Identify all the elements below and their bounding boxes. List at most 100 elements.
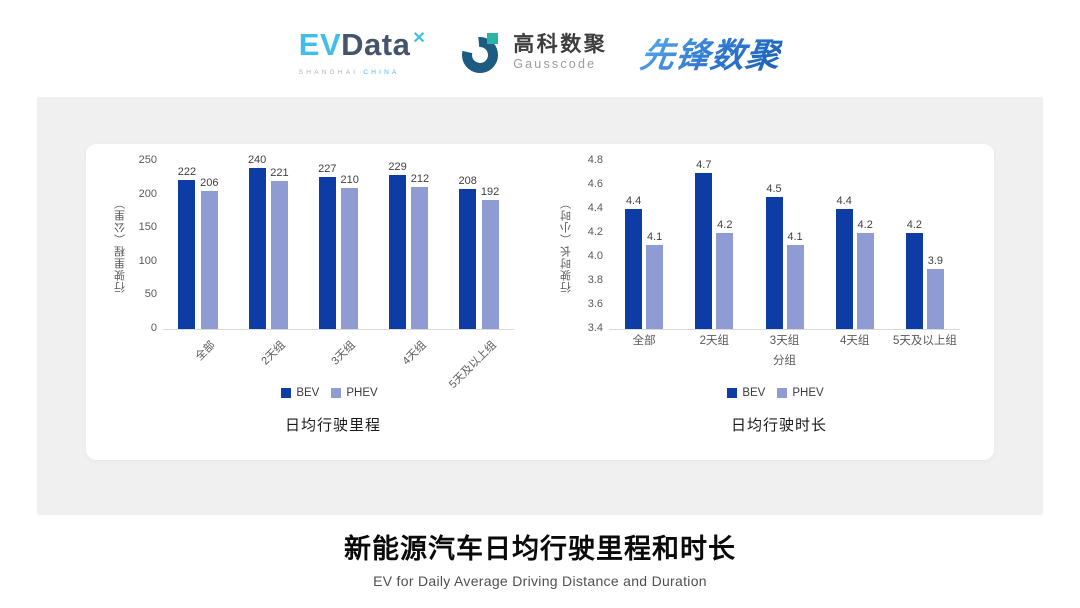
x-tick: 3天组: [329, 339, 359, 368]
evdata-x-icon: ✕: [412, 30, 427, 47]
value-label: 222: [177, 165, 197, 178]
duration-chart-title: 日均行驶时长: [730, 417, 827, 434]
value-label: 227: [318, 162, 337, 175]
xianfeng-wordmark: 先锋数聚: [638, 28, 785, 77]
bar-wrap: 212: [410, 172, 430, 329]
bar-wrap: 4.2: [905, 219, 923, 329]
bar-phev: [926, 269, 944, 329]
page-subtitle: EV for Daily Average Driving Distance an…: [373, 573, 707, 589]
gausscode-cn: 高科数聚: [513, 32, 608, 56]
x-tick: 4天组: [840, 335, 870, 347]
bar-bev: [625, 209, 643, 329]
value-label: 208: [458, 175, 477, 188]
bar-wrap: 4.4: [835, 195, 853, 329]
bar-group: 222 206: [163, 161, 233, 329]
value-label: 4.2: [857, 219, 873, 231]
bar-bev: [178, 179, 196, 329]
bar-bev: [695, 173, 713, 329]
y-tick: 4.6: [587, 178, 603, 190]
bar-group: 4.4 4.1: [609, 161, 679, 329]
phev-legend-label: PHEV: [346, 387, 378, 399]
y-tick: 250: [138, 154, 157, 166]
bar-bev: [248, 167, 266, 329]
value-label: 210: [340, 173, 359, 186]
bar-wrap: 4.2: [716, 219, 734, 329]
bev-legend-swatch: [281, 388, 292, 398]
duration-x-axis-title: 分组: [773, 355, 796, 367]
y-tick: 4.0: [587, 250, 603, 262]
duration-plot-area: 4.4 4.1 4.7 4.2 4.5 4.1 4.4 4.2 4.2 3.9: [609, 159, 960, 330]
bar-wrap: 222: [178, 166, 196, 329]
footer: 新能源汽车日均行驶里程和时长 EV for Daily Average Driv…: [0, 527, 1080, 589]
value-label: 4.7: [696, 159, 712, 171]
x-tick: 5天及以上组: [892, 335, 957, 347]
duration-y-axis-label: 行驶时长（小时）: [560, 197, 573, 293]
bar-wrap: 221: [270, 166, 289, 329]
bar-wrap: 240: [248, 154, 266, 329]
duration-legend: BEV PHEV: [558, 387, 960, 399]
bar-group: 4.5 4.1: [749, 161, 819, 329]
bar-wrap: 208: [459, 175, 477, 329]
bar-phev: [481, 200, 499, 329]
header: EVData ✕ SHANGHAI CHINA 高科数聚 Gausscode 先锋…: [0, 14, 1080, 90]
value-label: 229: [388, 161, 407, 174]
y-tick: 100: [138, 254, 157, 267]
y-tick: 150: [138, 221, 157, 234]
x-tick: 5天及以上组: [446, 339, 499, 391]
duration-x-axis-ticks: 全部 2天组 3天组 4天组 5天及以上组: [558, 330, 960, 352]
chart-card: 行驶里程（公里） 0 50 100 150 200 250 222 206 240 221 227…: [86, 144, 994, 460]
value-label: 212: [410, 172, 430, 185]
distance-plot-area: 222 206 240 221 227 210 229 212 208 192: [163, 154, 514, 330]
bar-wrap: 206: [200, 177, 218, 329]
evdata-subtext: SHANGHAI CHINA: [299, 69, 400, 76]
bar-group: 4.4 4.2: [820, 161, 890, 329]
value-label: 4.4: [625, 195, 642, 207]
gausscode-g-icon: [462, 33, 499, 73]
distance-x-axis-ticks: 全部 2天组 3天组 4天组 5天及以上组: [112, 330, 514, 391]
bar-group: 4.7 4.2: [679, 159, 749, 329]
value-label: 3.9: [927, 255, 944, 267]
bar-group: 227 210: [303, 161, 373, 329]
bar-phev: [411, 186, 429, 329]
bar-phev: [341, 187, 359, 329]
y-tick: 200: [138, 187, 157, 200]
x-tick: 全部: [632, 335, 656, 347]
y-tick: 50: [144, 288, 157, 301]
bar-phev: [856, 233, 874, 329]
x-tick: 全部: [193, 339, 218, 364]
bar-wrap: 4.1: [786, 231, 804, 329]
duration-chart: 行驶时长（小时） 3.4 3.6 3.8 4.0 4.2 4.4 4.6 4.8 4.4 4.1…: [558, 154, 960, 460]
bev-legend-label: BEV: [742, 387, 766, 399]
xianfeng-logo: 先锋数聚: [638, 28, 783, 77]
distance-y-axis-ticks: 0 50 100 150 200 250: [129, 154, 163, 334]
bar-phev: [646, 245, 664, 329]
x-tick: 2天组: [699, 335, 729, 347]
value-label: 221: [270, 166, 289, 179]
value-label: 4.2: [906, 219, 923, 231]
bar-wrap: 4.1: [646, 231, 664, 329]
bar-wrap: 4.4: [625, 195, 643, 329]
bar-bev: [389, 175, 407, 329]
value-label: 206: [200, 176, 219, 189]
gausscode-logo: 高科数聚 Gausscode: [460, 29, 607, 75]
value-label: 4.1: [646, 231, 663, 243]
chart-panel: 行驶里程（公里） 0 50 100 150 200 250 222 206 240 221 227…: [37, 97, 1043, 515]
phev-legend-swatch: [331, 388, 342, 398]
value-label: 4.5: [766, 183, 782, 195]
distance-chart: 行驶里程（公里） 0 50 100 150 200 250 222 206 240 221 227…: [112, 154, 514, 460]
bar-wrap: 192: [481, 186, 499, 329]
bar-wrap: 4.7: [695, 159, 713, 329]
bar-wrap: 3.9: [926, 255, 944, 329]
distance-legend: BEV PHEV: [112, 387, 514, 399]
duration-y-axis-ticks: 3.4 3.6 3.8 4.0 4.2 4.4 4.6 4.8: [575, 154, 609, 334]
value-label: 4.4: [836, 195, 852, 207]
bar-wrap: 4.2: [856, 219, 874, 329]
bar-phev: [786, 245, 804, 329]
bar-bev: [459, 189, 477, 329]
evdata-ev-text: EV: [298, 27, 342, 62]
y-tick: 3.6: [587, 298, 603, 310]
value-label: 4.1: [787, 231, 803, 243]
bar-wrap: 4.5: [765, 183, 783, 329]
evdata-wordmark: EVData ✕: [299, 28, 426, 68]
distance-y-axis-label: 行驶里程（公里）: [114, 197, 127, 293]
